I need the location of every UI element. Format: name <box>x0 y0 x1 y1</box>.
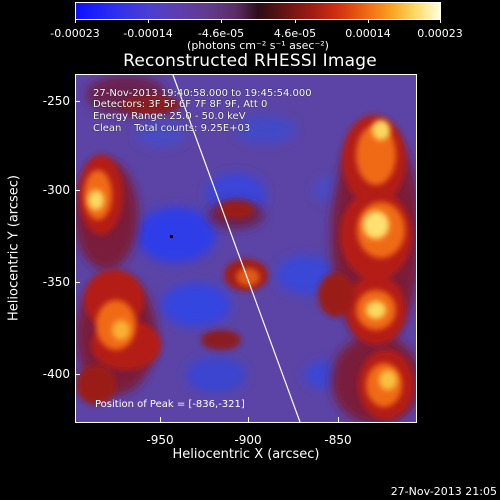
y-axis-label: Heliocentric Y (arcsec) <box>6 175 22 321</box>
y-tick-mark <box>75 101 80 102</box>
colorbar-tick-label: 0.00023 <box>417 27 463 40</box>
colorbar-tick-label: -0.00014 <box>123 27 173 40</box>
y-tick-label: -300 <box>42 183 70 197</box>
y-tick-label: -400 <box>42 367 70 381</box>
peak-position: Position of Peak = [-836,-321] <box>95 399 245 410</box>
x-tick-mark <box>160 417 161 422</box>
solar-limb-line <box>172 75 301 422</box>
colorbar-tick-label: -4.6e-05 <box>197 27 245 40</box>
rhessi-image <box>75 74 417 423</box>
colorbar <box>75 2 441 20</box>
colorbar-tick-label: 0.00014 <box>345 27 391 40</box>
colorbar-tick-mark <box>221 19 222 23</box>
colorbar-tick-mark <box>368 19 369 23</box>
info-energy-range: Energy Range: 25.0 - 50.0 keV <box>93 111 246 122</box>
colorbar-tick-label: -0.00023 <box>50 27 100 40</box>
y-tick-mark <box>75 190 80 191</box>
colorbar-tick-mark <box>148 19 149 23</box>
x-tick-label: -850 <box>324 433 352 447</box>
y-tick-mark <box>75 282 80 283</box>
emission-peaks <box>88 120 397 390</box>
y-tick-label: -250 <box>42 94 70 108</box>
info-clean-counts: Clean Total counts: 9.25E+03 <box>93 123 251 134</box>
x-axis-label: Heliocentric X (arcsec) <box>172 447 320 462</box>
footer-timestamp: 27-Nov-2013 21:05 <box>390 485 497 498</box>
rhessi-image-canvas <box>76 75 416 422</box>
image-title: Reconstructed RHESSI Image <box>123 51 377 71</box>
info-time-range: 27-Nov-2013 19:40:58.000 to 19:45:54.000 <box>93 88 312 99</box>
colorbar-tick-mark <box>440 19 441 23</box>
colorbar-units: (photons cm⁻² s⁻¹ asec⁻²) <box>187 39 329 52</box>
colorbar-tick-mark <box>75 19 76 23</box>
x-tick-mark <box>338 417 339 422</box>
colorbar-tick-mark <box>295 19 296 23</box>
colorbar-tick-label: 4.6e-05 <box>273 27 317 40</box>
x-tick-label: -950 <box>146 433 174 447</box>
y-tick-mark <box>75 374 80 375</box>
peak-marker <box>170 235 173 238</box>
x-tick-mark <box>248 417 249 422</box>
x-tick-label: -900 <box>234 433 262 447</box>
info-detectors: Detectors: 3F 5F 6F 7F 8F 9F, Att 0 <box>93 99 268 110</box>
y-tick-label: -350 <box>42 275 70 289</box>
